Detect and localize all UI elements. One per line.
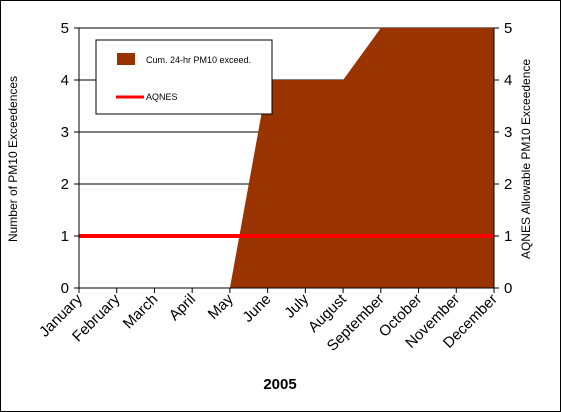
y-axis-title: Number of PM10 Exceedences [6, 76, 20, 242]
y-tick-label: 1 [61, 228, 69, 245]
legend-area-swatch [117, 53, 135, 65]
area-series [79, 28, 494, 288]
y-tick-label: 4 [61, 72, 69, 89]
y2-tick-label: 2 [504, 176, 512, 193]
x-axis-title: 2005 [263, 376, 296, 393]
legend-area-label: Cum. 24-hr PM10 exceed. [146, 55, 251, 65]
legend-box [95, 39, 273, 115]
y2-tick-label: 3 [504, 124, 512, 141]
y-tick-label: 5 [61, 20, 69, 37]
legend: Cum. 24-hr PM10 exceed. AQNES [95, 39, 273, 115]
plot-area [79, 27, 494, 288]
y2-tick-label: 1 [504, 228, 512, 245]
y-tick-label: 3 [61, 124, 69, 141]
legend-line-label: AQNES [146, 92, 178, 102]
y2-tick-label: 4 [504, 72, 512, 89]
y2-axis-title: AQNES Allowable PM10 Exceedence [519, 59, 533, 259]
y2-tick-label: 5 [504, 20, 512, 37]
y2-tick-label: 0 [504, 280, 512, 297]
y-tick-label: 2 [61, 176, 69, 193]
y-tick-label: 0 [61, 280, 69, 297]
